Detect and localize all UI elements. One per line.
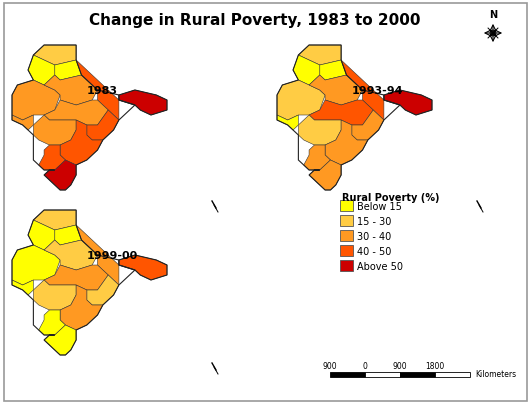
- Text: 1800: 1800: [425, 361, 444, 370]
- Bar: [435, 372, 470, 377]
- Polygon shape: [60, 121, 103, 166]
- Polygon shape: [33, 280, 76, 310]
- Polygon shape: [277, 81, 325, 121]
- Text: Above 50: Above 50: [357, 261, 403, 271]
- Polygon shape: [298, 46, 341, 66]
- Polygon shape: [119, 91, 167, 116]
- Polygon shape: [309, 161, 341, 190]
- Text: 30 - 40: 30 - 40: [357, 231, 391, 241]
- Polygon shape: [33, 46, 76, 66]
- Polygon shape: [44, 101, 108, 126]
- Polygon shape: [28, 56, 55, 86]
- Polygon shape: [33, 211, 76, 230]
- Polygon shape: [33, 116, 76, 146]
- Text: 900: 900: [393, 361, 407, 370]
- Polygon shape: [39, 310, 65, 335]
- Bar: [400, 372, 435, 377]
- Polygon shape: [304, 146, 330, 171]
- Polygon shape: [12, 245, 60, 285]
- Polygon shape: [293, 56, 320, 86]
- Text: Kilometers: Kilometers: [475, 370, 516, 379]
- Polygon shape: [76, 61, 119, 121]
- Polygon shape: [309, 101, 373, 126]
- Polygon shape: [55, 226, 81, 245]
- Bar: [330, 372, 365, 377]
- Text: Rural Poverty (%): Rural Poverty (%): [342, 192, 440, 202]
- Text: 0: 0: [363, 361, 367, 370]
- Text: 1983: 1983: [87, 86, 118, 96]
- Polygon shape: [44, 161, 76, 190]
- Polygon shape: [76, 226, 119, 285]
- Text: 1993-94: 1993-94: [352, 86, 404, 96]
- Polygon shape: [325, 121, 368, 166]
- Bar: [340, 245, 353, 256]
- Polygon shape: [384, 91, 432, 116]
- Polygon shape: [44, 325, 76, 355]
- Polygon shape: [119, 256, 167, 280]
- Polygon shape: [309, 76, 363, 106]
- Polygon shape: [87, 275, 119, 305]
- Polygon shape: [12, 280, 33, 295]
- Polygon shape: [341, 61, 384, 121]
- Polygon shape: [44, 241, 98, 270]
- Polygon shape: [39, 146, 65, 171]
- Polygon shape: [28, 220, 55, 250]
- Text: 900: 900: [323, 361, 337, 370]
- Polygon shape: [12, 116, 33, 131]
- Polygon shape: [352, 111, 384, 141]
- Text: Below 15: Below 15: [357, 202, 402, 211]
- Bar: [340, 200, 353, 211]
- Text: Change in Rural Poverty, 1983 to 2000: Change in Rural Poverty, 1983 to 2000: [89, 13, 421, 28]
- Text: N: N: [489, 10, 497, 20]
- Bar: [340, 215, 353, 226]
- Text: 15 - 30: 15 - 30: [357, 216, 391, 226]
- Text: 1999-00: 1999-00: [87, 250, 138, 260]
- Polygon shape: [55, 61, 81, 81]
- Polygon shape: [44, 76, 98, 106]
- Bar: [365, 372, 400, 377]
- Polygon shape: [87, 111, 119, 141]
- Text: 40 - 50: 40 - 50: [357, 246, 391, 256]
- Polygon shape: [277, 116, 298, 131]
- Polygon shape: [60, 285, 103, 330]
- Polygon shape: [44, 265, 108, 290]
- Polygon shape: [320, 61, 347, 81]
- Bar: [340, 260, 353, 271]
- Polygon shape: [298, 116, 341, 146]
- Bar: [340, 230, 353, 241]
- Polygon shape: [12, 81, 60, 121]
